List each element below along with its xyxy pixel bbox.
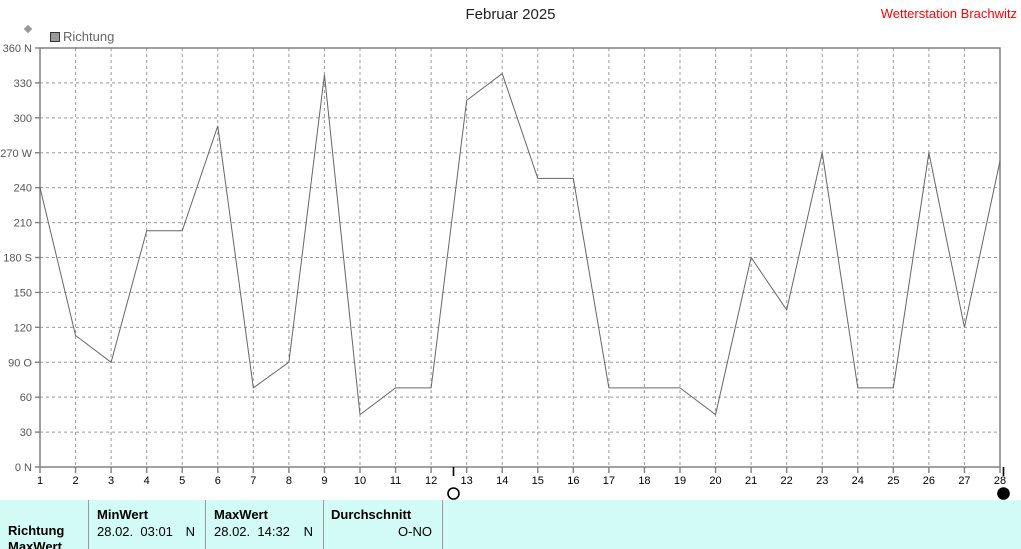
svg-text:11: 11 xyxy=(390,475,401,487)
svg-text:270 W: 270 W xyxy=(0,148,32,160)
svg-text:300: 300 xyxy=(14,113,32,125)
svg-text:210: 210 xyxy=(14,218,32,230)
svg-text:10: 10 xyxy=(354,475,366,487)
svg-text:22: 22 xyxy=(781,475,793,487)
svg-text:16: 16 xyxy=(567,475,579,487)
svg-text:17: 17 xyxy=(603,475,615,487)
svg-text:3: 3 xyxy=(108,475,114,487)
svg-text:0 N: 0 N xyxy=(15,462,32,474)
svg-text:6: 6 xyxy=(215,475,221,487)
svg-text:240: 240 xyxy=(14,183,32,195)
svg-text:18: 18 xyxy=(638,475,650,487)
svg-text:1: 1 xyxy=(37,475,43,487)
svg-text:30: 30 xyxy=(20,427,32,439)
svg-text:12: 12 xyxy=(425,475,437,487)
svg-text:7: 7 xyxy=(250,475,256,487)
svg-text:8: 8 xyxy=(286,475,292,487)
svg-text:19: 19 xyxy=(674,475,686,487)
svg-text:90 O: 90 O xyxy=(8,357,32,369)
svg-text:23: 23 xyxy=(816,475,828,487)
svg-text:120: 120 xyxy=(14,322,32,334)
svg-text:26: 26 xyxy=(923,475,935,487)
svg-text:360 N: 360 N xyxy=(3,43,32,55)
svg-text:14: 14 xyxy=(496,475,508,487)
svg-text:28: 28 xyxy=(994,475,1006,487)
svg-text:15: 15 xyxy=(532,475,544,487)
svg-text:24: 24 xyxy=(852,475,864,487)
svg-text:25: 25 xyxy=(887,475,899,487)
svg-text:20: 20 xyxy=(709,475,721,487)
svg-text:5: 5 xyxy=(179,475,185,487)
svg-text:27: 27 xyxy=(958,475,970,487)
svg-text:21: 21 xyxy=(745,475,757,487)
svg-text:180 S: 180 S xyxy=(3,253,32,265)
svg-text:13: 13 xyxy=(461,475,473,487)
svg-text:330: 330 xyxy=(14,78,32,90)
svg-text:4: 4 xyxy=(144,475,150,487)
svg-text:9: 9 xyxy=(321,475,327,487)
svg-text:150: 150 xyxy=(14,287,32,299)
svg-text:2: 2 xyxy=(72,475,78,487)
svg-text:60: 60 xyxy=(20,392,32,404)
